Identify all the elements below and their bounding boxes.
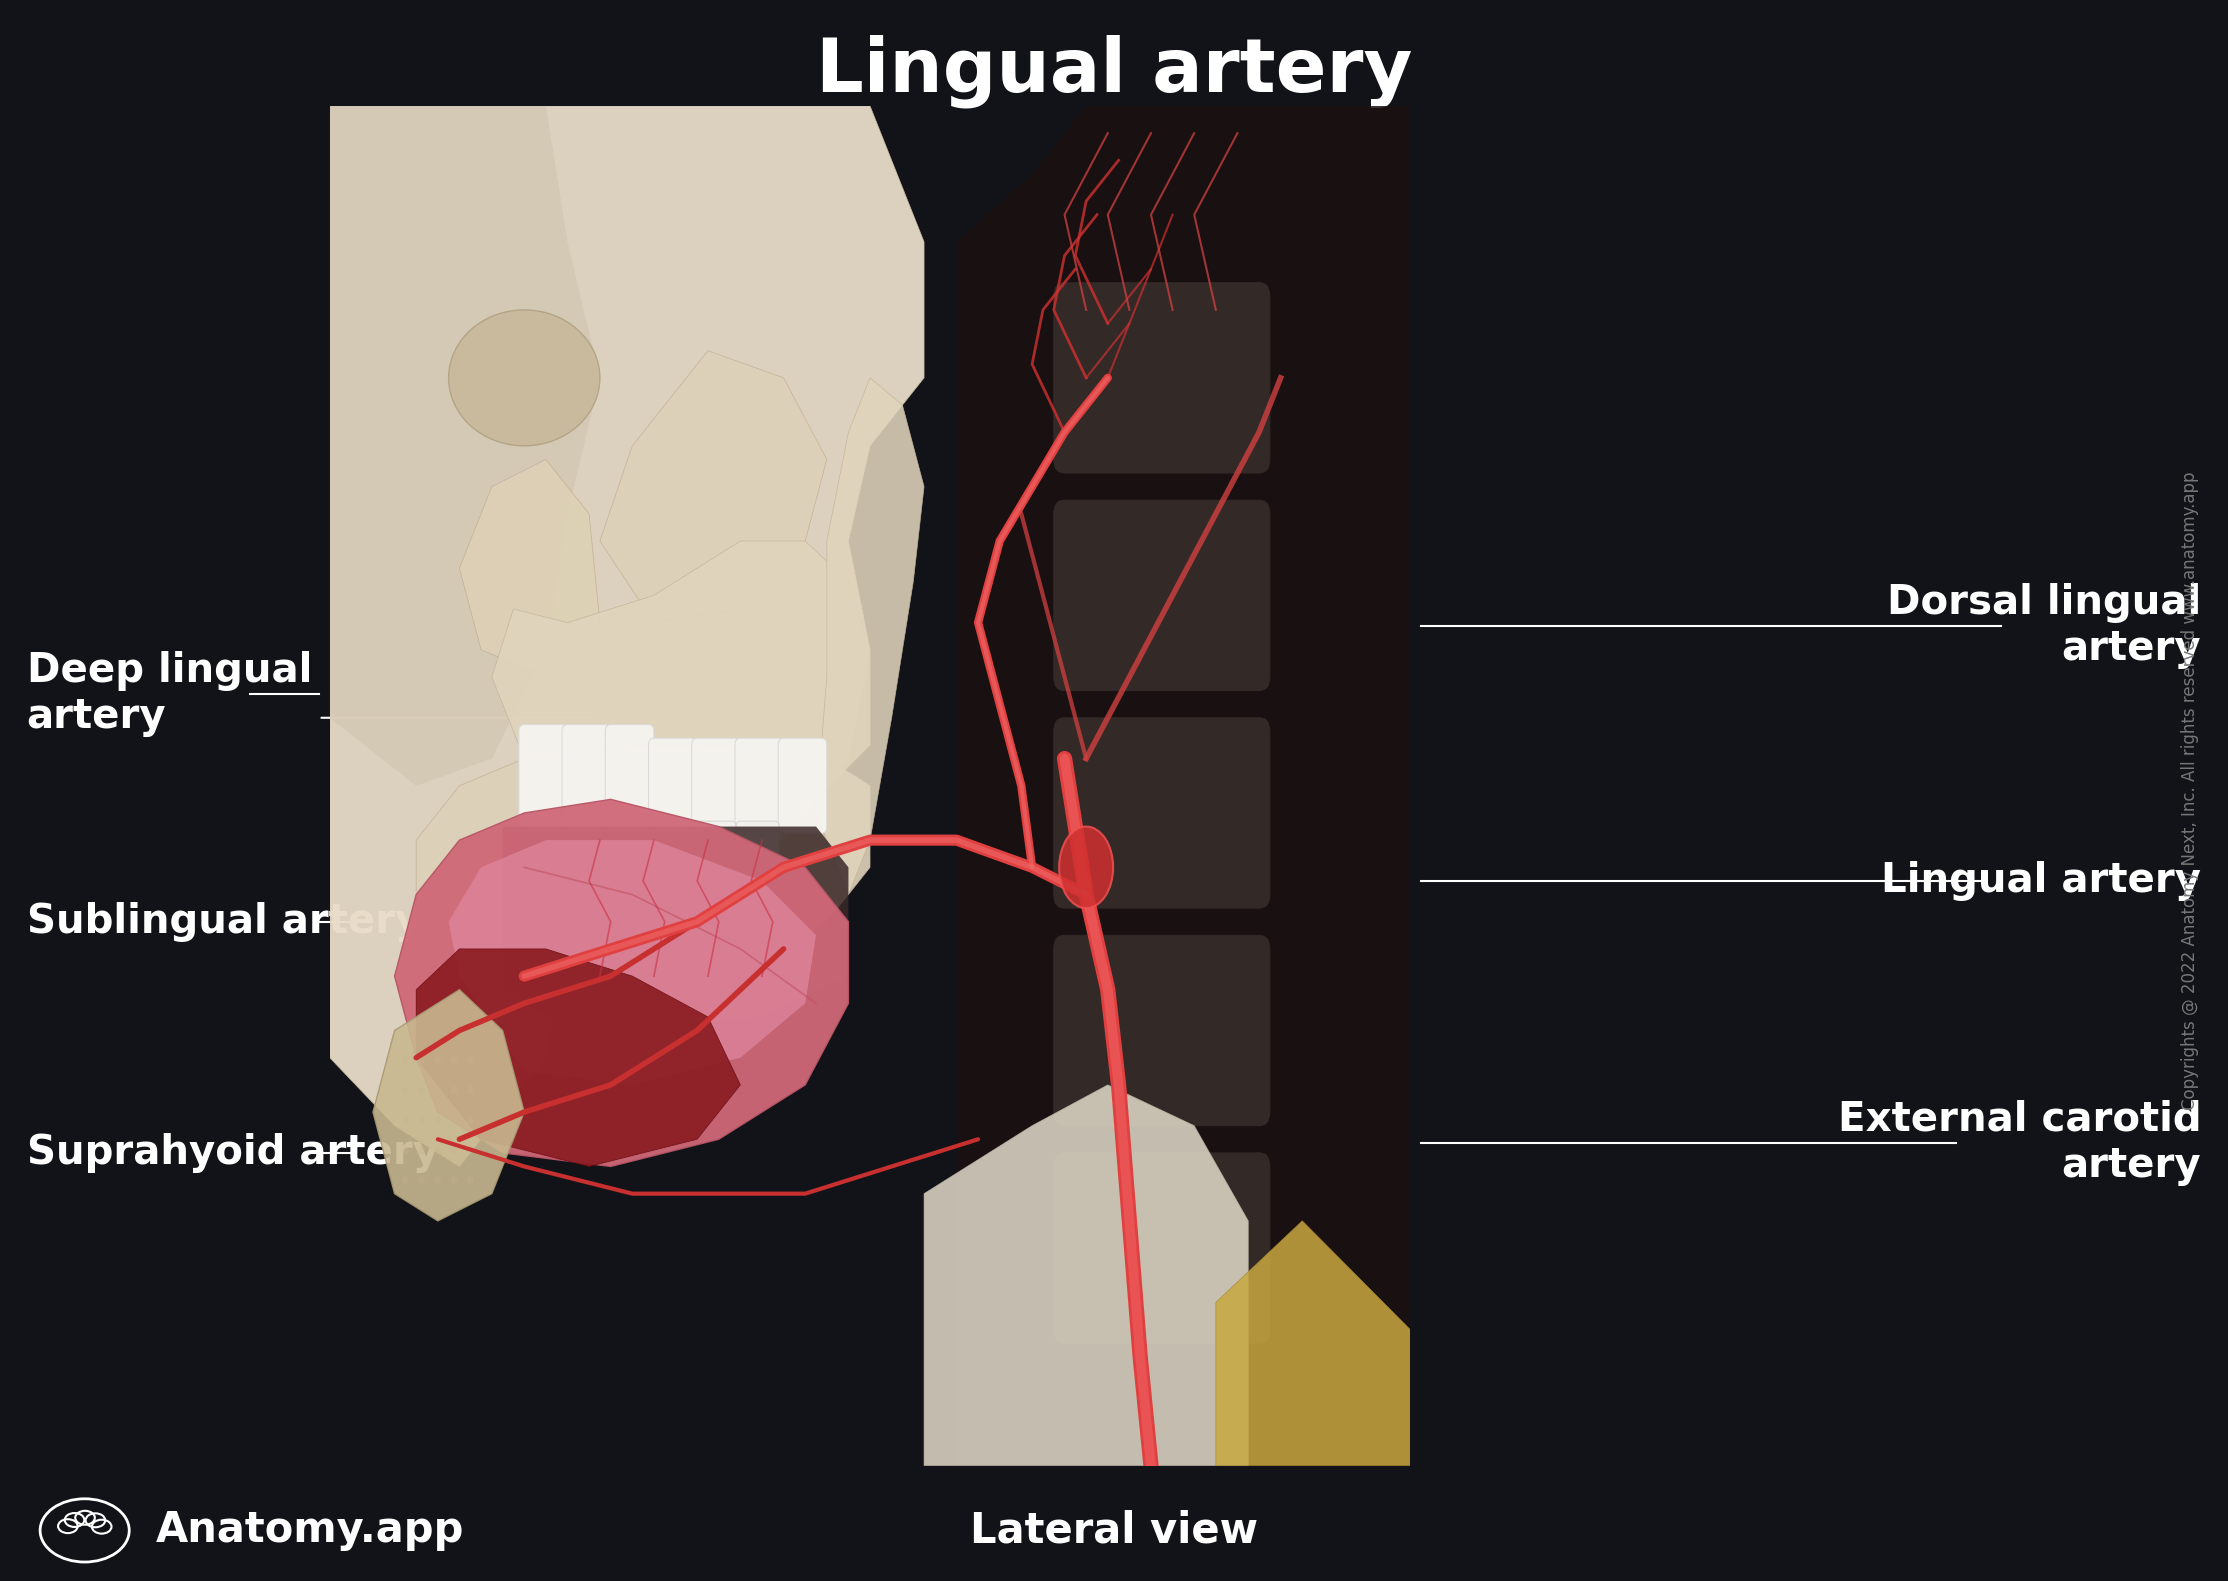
- Ellipse shape: [434, 1086, 441, 1094]
- FancyBboxPatch shape: [648, 738, 697, 833]
- Polygon shape: [925, 1085, 1248, 1466]
- FancyBboxPatch shape: [691, 738, 740, 833]
- FancyBboxPatch shape: [606, 724, 655, 833]
- Text: Dorsal lingual
artery: Dorsal lingual artery: [1887, 583, 2201, 669]
- Polygon shape: [330, 106, 925, 1167]
- FancyBboxPatch shape: [651, 821, 693, 907]
- Text: External carotid
artery: External carotid artery: [1838, 1100, 2201, 1186]
- Ellipse shape: [419, 1056, 426, 1064]
- FancyBboxPatch shape: [519, 821, 564, 907]
- Ellipse shape: [468, 1146, 475, 1154]
- Ellipse shape: [434, 1146, 441, 1154]
- Polygon shape: [599, 351, 827, 623]
- Ellipse shape: [468, 1116, 475, 1124]
- Ellipse shape: [468, 1056, 475, 1064]
- FancyBboxPatch shape: [1054, 283, 1270, 473]
- Polygon shape: [459, 460, 599, 677]
- Ellipse shape: [450, 1056, 457, 1064]
- Text: Copyrights @ 2022 Anatomy Next, Inc. All rights reserved www.anatomy.app: Copyrights @ 2022 Anatomy Next, Inc. All…: [2181, 471, 2199, 1110]
- Ellipse shape: [401, 1146, 408, 1154]
- Polygon shape: [492, 541, 871, 827]
- Ellipse shape: [401, 1116, 408, 1124]
- Polygon shape: [956, 106, 1410, 1466]
- Ellipse shape: [419, 1116, 426, 1124]
- FancyBboxPatch shape: [1054, 936, 1270, 1126]
- Polygon shape: [394, 800, 849, 1167]
- Polygon shape: [448, 840, 815, 1085]
- FancyBboxPatch shape: [735, 738, 784, 833]
- Polygon shape: [330, 106, 599, 786]
- Polygon shape: [504, 827, 849, 1031]
- Ellipse shape: [401, 1176, 408, 1184]
- Ellipse shape: [468, 1086, 475, 1094]
- Ellipse shape: [419, 1146, 426, 1154]
- Ellipse shape: [434, 1176, 441, 1184]
- FancyBboxPatch shape: [1054, 500, 1270, 691]
- Ellipse shape: [419, 1086, 426, 1094]
- FancyBboxPatch shape: [564, 821, 606, 907]
- Polygon shape: [417, 949, 740, 1167]
- FancyBboxPatch shape: [1054, 718, 1270, 907]
- FancyBboxPatch shape: [735, 821, 780, 907]
- Polygon shape: [417, 745, 871, 1004]
- Ellipse shape: [1058, 827, 1114, 907]
- Polygon shape: [372, 990, 524, 1221]
- Ellipse shape: [419, 1176, 426, 1184]
- Ellipse shape: [450, 1086, 457, 1094]
- Ellipse shape: [434, 1056, 441, 1064]
- FancyBboxPatch shape: [606, 821, 651, 907]
- FancyBboxPatch shape: [693, 821, 735, 907]
- Ellipse shape: [401, 1086, 408, 1094]
- Text: Lingual artery: Lingual artery: [1880, 862, 2201, 901]
- Text: Sublingual artery: Sublingual artery: [27, 901, 421, 942]
- Ellipse shape: [450, 1116, 457, 1124]
- Ellipse shape: [450, 1176, 457, 1184]
- Ellipse shape: [448, 310, 599, 446]
- Text: Deep lingual
artery: Deep lingual artery: [27, 651, 312, 737]
- Ellipse shape: [468, 1176, 475, 1184]
- Ellipse shape: [434, 1116, 441, 1124]
- FancyBboxPatch shape: [1054, 1153, 1270, 1344]
- Ellipse shape: [450, 1146, 457, 1154]
- FancyBboxPatch shape: [561, 724, 610, 833]
- Ellipse shape: [401, 1056, 408, 1064]
- Polygon shape: [1216, 1221, 1410, 1466]
- Text: Lateral view: Lateral view: [969, 1510, 1259, 1551]
- Text: Lingual artery: Lingual artery: [815, 35, 1413, 108]
- Text: Anatomy.app: Anatomy.app: [156, 1510, 463, 1551]
- FancyBboxPatch shape: [519, 724, 568, 833]
- Text: Suprahyoid artery: Suprahyoid artery: [27, 1134, 439, 1173]
- Polygon shape: [815, 378, 925, 895]
- FancyBboxPatch shape: [778, 738, 827, 833]
